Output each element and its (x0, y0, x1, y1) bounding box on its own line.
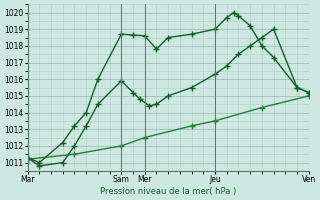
X-axis label: Pression niveau de la mer( hPa ): Pression niveau de la mer( hPa ) (100, 187, 236, 196)
